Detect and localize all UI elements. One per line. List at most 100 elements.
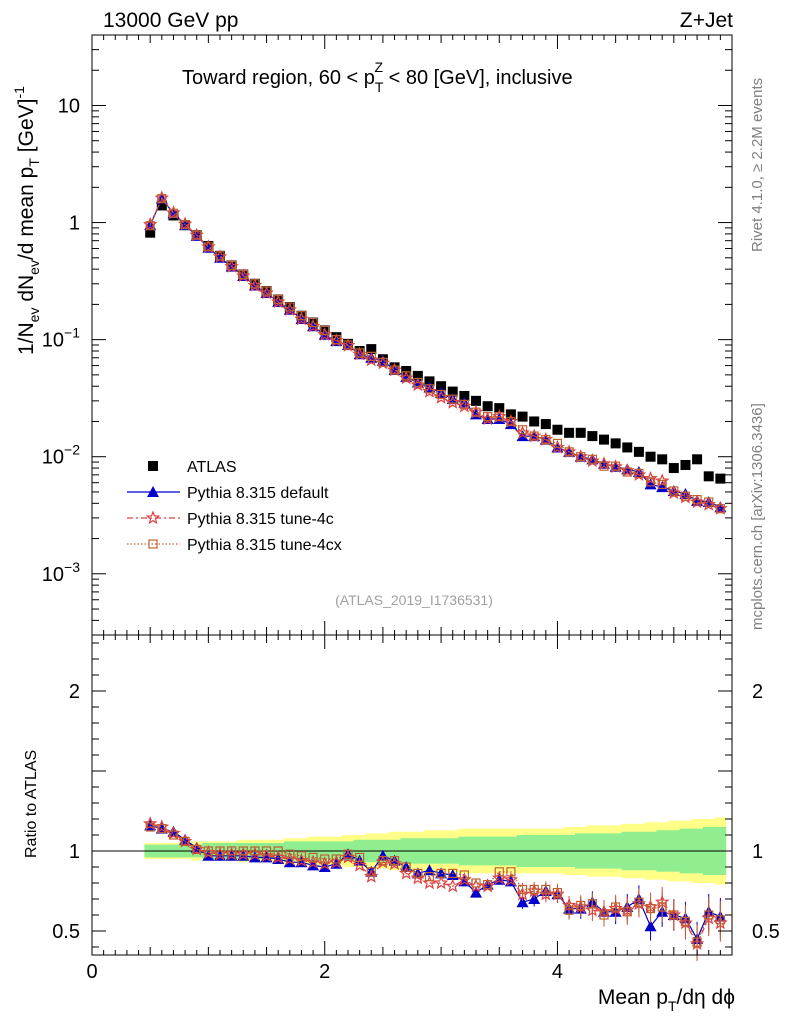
data-point	[168, 208, 179, 218]
y-tick-label: 10−1	[42, 325, 80, 352]
ratio-point	[215, 846, 225, 856]
plot-title: Toward region, 60 < pTZ < 80 [GeV], incl…	[182, 59, 573, 95]
y-tick-label: 10−2	[42, 442, 80, 469]
ratio-point	[494, 867, 504, 877]
ratio-point	[157, 823, 167, 834]
ratio-point	[145, 822, 155, 832]
data-point	[250, 279, 260, 289]
ratio-point	[715, 915, 725, 925]
data-point	[587, 454, 597, 464]
legend-entry: Pythia 8.315 tune-4cx	[127, 537, 342, 554]
ratio-point	[704, 910, 714, 920]
y-tick-label: 10−3	[42, 559, 80, 586]
data-point	[552, 424, 563, 435]
ratio-point	[401, 862, 411, 872]
data-point	[494, 412, 504, 422]
ratio-point	[142, 816, 158, 831]
data-point	[424, 376, 435, 387]
ratio-point	[320, 854, 330, 864]
data-point	[575, 427, 586, 438]
ratio-point	[203, 846, 213, 856]
data-point	[634, 468, 644, 479]
ratio-tick-label-left: 0.5	[52, 921, 80, 943]
ratio-data-series	[142, 816, 728, 961]
data-point	[692, 495, 702, 505]
legend: ATLAS Pythia 8.315 default Pythia 8.315 tu…	[127, 459, 342, 554]
y-tick-label: 10	[58, 95, 80, 117]
legend-marker	[148, 539, 158, 549]
ratio-point	[308, 852, 318, 863]
ratio-point	[599, 910, 609, 920]
data-point	[238, 269, 248, 280]
legend-label: Pythia 8.315 tune-4cx	[187, 537, 342, 554]
data-point	[401, 371, 411, 381]
data-point	[552, 438, 563, 448]
data-point	[657, 479, 667, 490]
data-point	[633, 446, 644, 457]
data-point	[320, 325, 330, 335]
ratio-point	[541, 884, 551, 895]
series-line	[149, 196, 721, 510]
ratio-point	[528, 893, 541, 904]
data-point	[145, 221, 155, 231]
data-point	[412, 370, 423, 381]
legend-label: ATLAS	[187, 459, 237, 476]
x-tick-label: 4	[552, 961, 563, 983]
data-point	[680, 459, 691, 470]
ratio-tick-label-right: 2	[752, 681, 763, 703]
x-tick-label: 0	[86, 961, 97, 983]
data-point	[227, 260, 237, 271]
ratio-pythia-8-315-tune-4cx	[145, 822, 725, 960]
ratio-point	[436, 868, 446, 879]
ratio-point	[645, 903, 656, 914]
data-point	[587, 431, 598, 442]
ratio-point	[168, 830, 179, 840]
ratio-point	[459, 870, 469, 880]
data-point	[564, 447, 574, 457]
y-tick-label: 1	[69, 213, 80, 235]
data-point	[471, 407, 481, 417]
ratio-point	[470, 886, 482, 898]
data-point	[668, 463, 679, 474]
energy-label: 13000 GeV pp	[103, 9, 238, 32]
ratio-point	[634, 897, 644, 907]
data-point	[656, 481, 669, 493]
legend-label: Pythia 8.315 tune-4c	[187, 511, 334, 528]
data-point	[622, 467, 632, 477]
data-point	[704, 497, 714, 507]
data-point	[156, 200, 167, 211]
ratio-tick-label-right: 1	[752, 841, 763, 863]
data-point	[308, 317, 318, 328]
data-point	[622, 442, 633, 453]
ratio-point	[285, 849, 295, 859]
ratio-point	[669, 910, 679, 920]
data-point	[541, 435, 551, 445]
data-point	[482, 401, 493, 412]
ratio-uncertainty-band	[92, 817, 732, 885]
ratio-point	[622, 907, 632, 917]
data-point	[261, 286, 272, 296]
ratio-point	[343, 849, 353, 859]
data-point	[692, 454, 703, 465]
ratio-point	[471, 878, 481, 888]
axes-frame	[91, 34, 733, 956]
main-data-series	[142, 190, 728, 515]
data-point	[494, 403, 505, 414]
data-point	[296, 311, 307, 321]
ratio-point	[413, 868, 423, 879]
legend-label: Pythia 8.315 default	[187, 485, 329, 502]
data-point	[529, 416, 540, 427]
data-point	[447, 386, 458, 397]
data-point	[679, 488, 692, 500]
data-point	[657, 454, 668, 465]
ratio-point	[644, 920, 657, 932]
ratio-point	[587, 899, 597, 909]
data-point	[483, 412, 493, 422]
data-point	[424, 384, 435, 394]
data-point	[576, 452, 586, 462]
data-point	[506, 416, 516, 427]
data-point	[192, 230, 202, 240]
ratio-point	[238, 846, 248, 856]
x-axis-label: Mean pT/dη dϕ	[598, 986, 735, 1014]
